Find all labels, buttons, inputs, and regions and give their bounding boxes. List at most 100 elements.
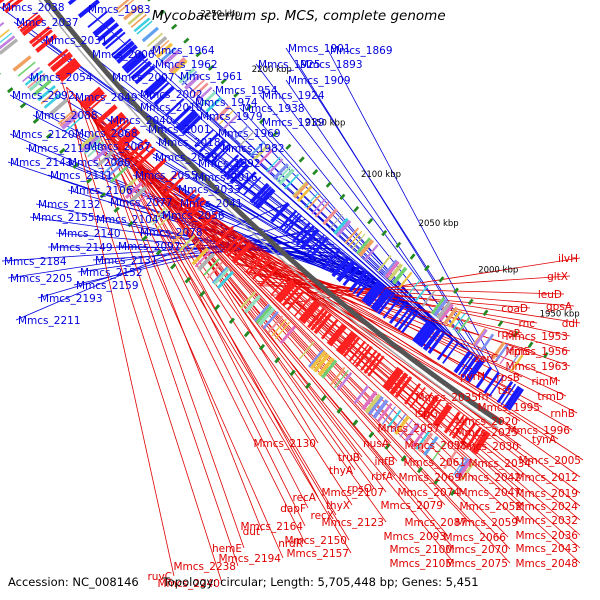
minus-gene-label: Mmcs_2123 [321,517,384,529]
cog-feature [194,250,212,268]
cog-feature [249,140,266,157]
minus-feature [135,147,157,168]
cog-feature [298,341,315,360]
cog-feature [191,247,210,266]
minus-gene-label-leader [94,119,306,544]
plus-feature [418,325,437,348]
cog-feature [159,46,177,63]
tick-mark [141,235,148,242]
minus-feature [471,430,489,453]
minus-gene-label: hemE [212,543,242,555]
cog-feature [407,279,421,296]
minus-gene-label-leader [108,135,387,523]
minus-feature [451,416,469,440]
cog-feature [64,116,83,133]
minus-gene-label: Mmcs_2238 [173,561,236,573]
cog-feature [274,321,291,340]
minus-gene-label: Mmcs_2034 [468,458,531,470]
minus-feature [223,233,243,254]
cog-feature [381,406,397,425]
minus-gene-label: thyX [326,500,350,512]
plus-feature [306,234,325,255]
tick-mark [320,394,327,402]
plus-gene-label: Mmcs_2119 [28,143,91,155]
plus-feature [249,182,270,204]
minus-gene-label: ruvC [147,571,172,583]
plus-feature [503,385,522,409]
plus-gene-label: Mmcs_2007 [112,72,175,84]
minus-feature [17,11,39,29]
minus-gene-label: rpsO [347,483,372,495]
cog-feature [141,26,159,43]
kbp-tick-label: 2050 kbp [419,219,459,229]
plus-gene-label: Mmcs_2211 [18,315,81,327]
plus-feature [181,115,202,136]
cog-feature [387,263,403,282]
plus-gene-label: Mmcs_2010 [140,102,203,114]
cog-feature [411,427,427,448]
cog-feature [491,341,506,360]
minus-gene-label: Mmcs_2032 [515,515,578,527]
minus-feature [184,196,205,218]
cog-feature [436,301,452,320]
cog-feature [170,227,189,245]
cog-feature [336,371,353,391]
minus-feature [226,237,246,257]
plus-feature [278,209,298,230]
minus-feature [367,355,385,377]
cog-feature [473,328,488,347]
tick-mark [336,407,343,414]
plus-feature [453,350,472,374]
plus-feature [97,22,120,42]
minus-feature [448,414,465,437]
cog-feature [313,353,330,373]
tick-mark [158,9,166,16]
kbp-tick-label: 2200 kbp [252,65,292,75]
cog-feature [239,130,255,147]
cog-feature [335,219,352,238]
plus-feature [270,201,290,223]
minus-feature [50,51,71,70]
plus-feature [427,332,446,354]
tick-mark [438,276,445,283]
cog-feature [102,158,121,175]
plus-gene-label: Mmcs_1869 [330,45,393,57]
cog-feature [28,74,48,92]
cog-feature [443,306,459,325]
minus-gene-label: dut [243,526,260,538]
minus-feature [335,330,356,354]
plus-feature [223,157,244,178]
plus-feature [466,360,485,383]
minus-feature [131,142,152,163]
plus-gene-label: Mmcs_1939 [262,117,325,129]
minus-gene-label: Mmcs_2030 [456,441,519,453]
minus-gene-label: rnc [518,318,535,330]
minus-gene-label: Mmcs_2012 [515,472,578,484]
minus-gene-label: Mmcs_1953 [505,331,568,343]
minus-gene-label-leader [127,155,463,493]
plus-feature [111,38,132,57]
plus-gene-label: Mmcs_2104 [96,214,159,226]
minus-gene-label: Mmcs_1956 [505,346,568,358]
tick-mark [285,143,292,150]
plus-feature [500,383,517,406]
minus-feature [294,296,312,317]
tick-mark [417,466,423,474]
minus-gene-label-leader [179,209,521,422]
minus-feature [57,59,80,80]
plus-gene-label-leader [25,147,401,300]
minus-gene-label: Mmcs_2058 [404,440,467,452]
cog-feature [309,350,327,370]
minus-gene-label: Mmcs_2070 [445,544,508,556]
minus-feature [28,26,51,45]
plus-gene-label: Mmcs_1938 [242,103,305,115]
minus-gene-label-leader [89,113,509,538]
tick-mark [258,343,266,351]
cog-feature [155,42,174,59]
minus-feature [363,352,382,374]
minus-feature [342,336,361,358]
plus-gene-label: Mmcs_1969 [218,128,281,140]
tick-mark [289,369,296,377]
cog-feature [212,267,231,286]
cog-feature [12,55,32,72]
